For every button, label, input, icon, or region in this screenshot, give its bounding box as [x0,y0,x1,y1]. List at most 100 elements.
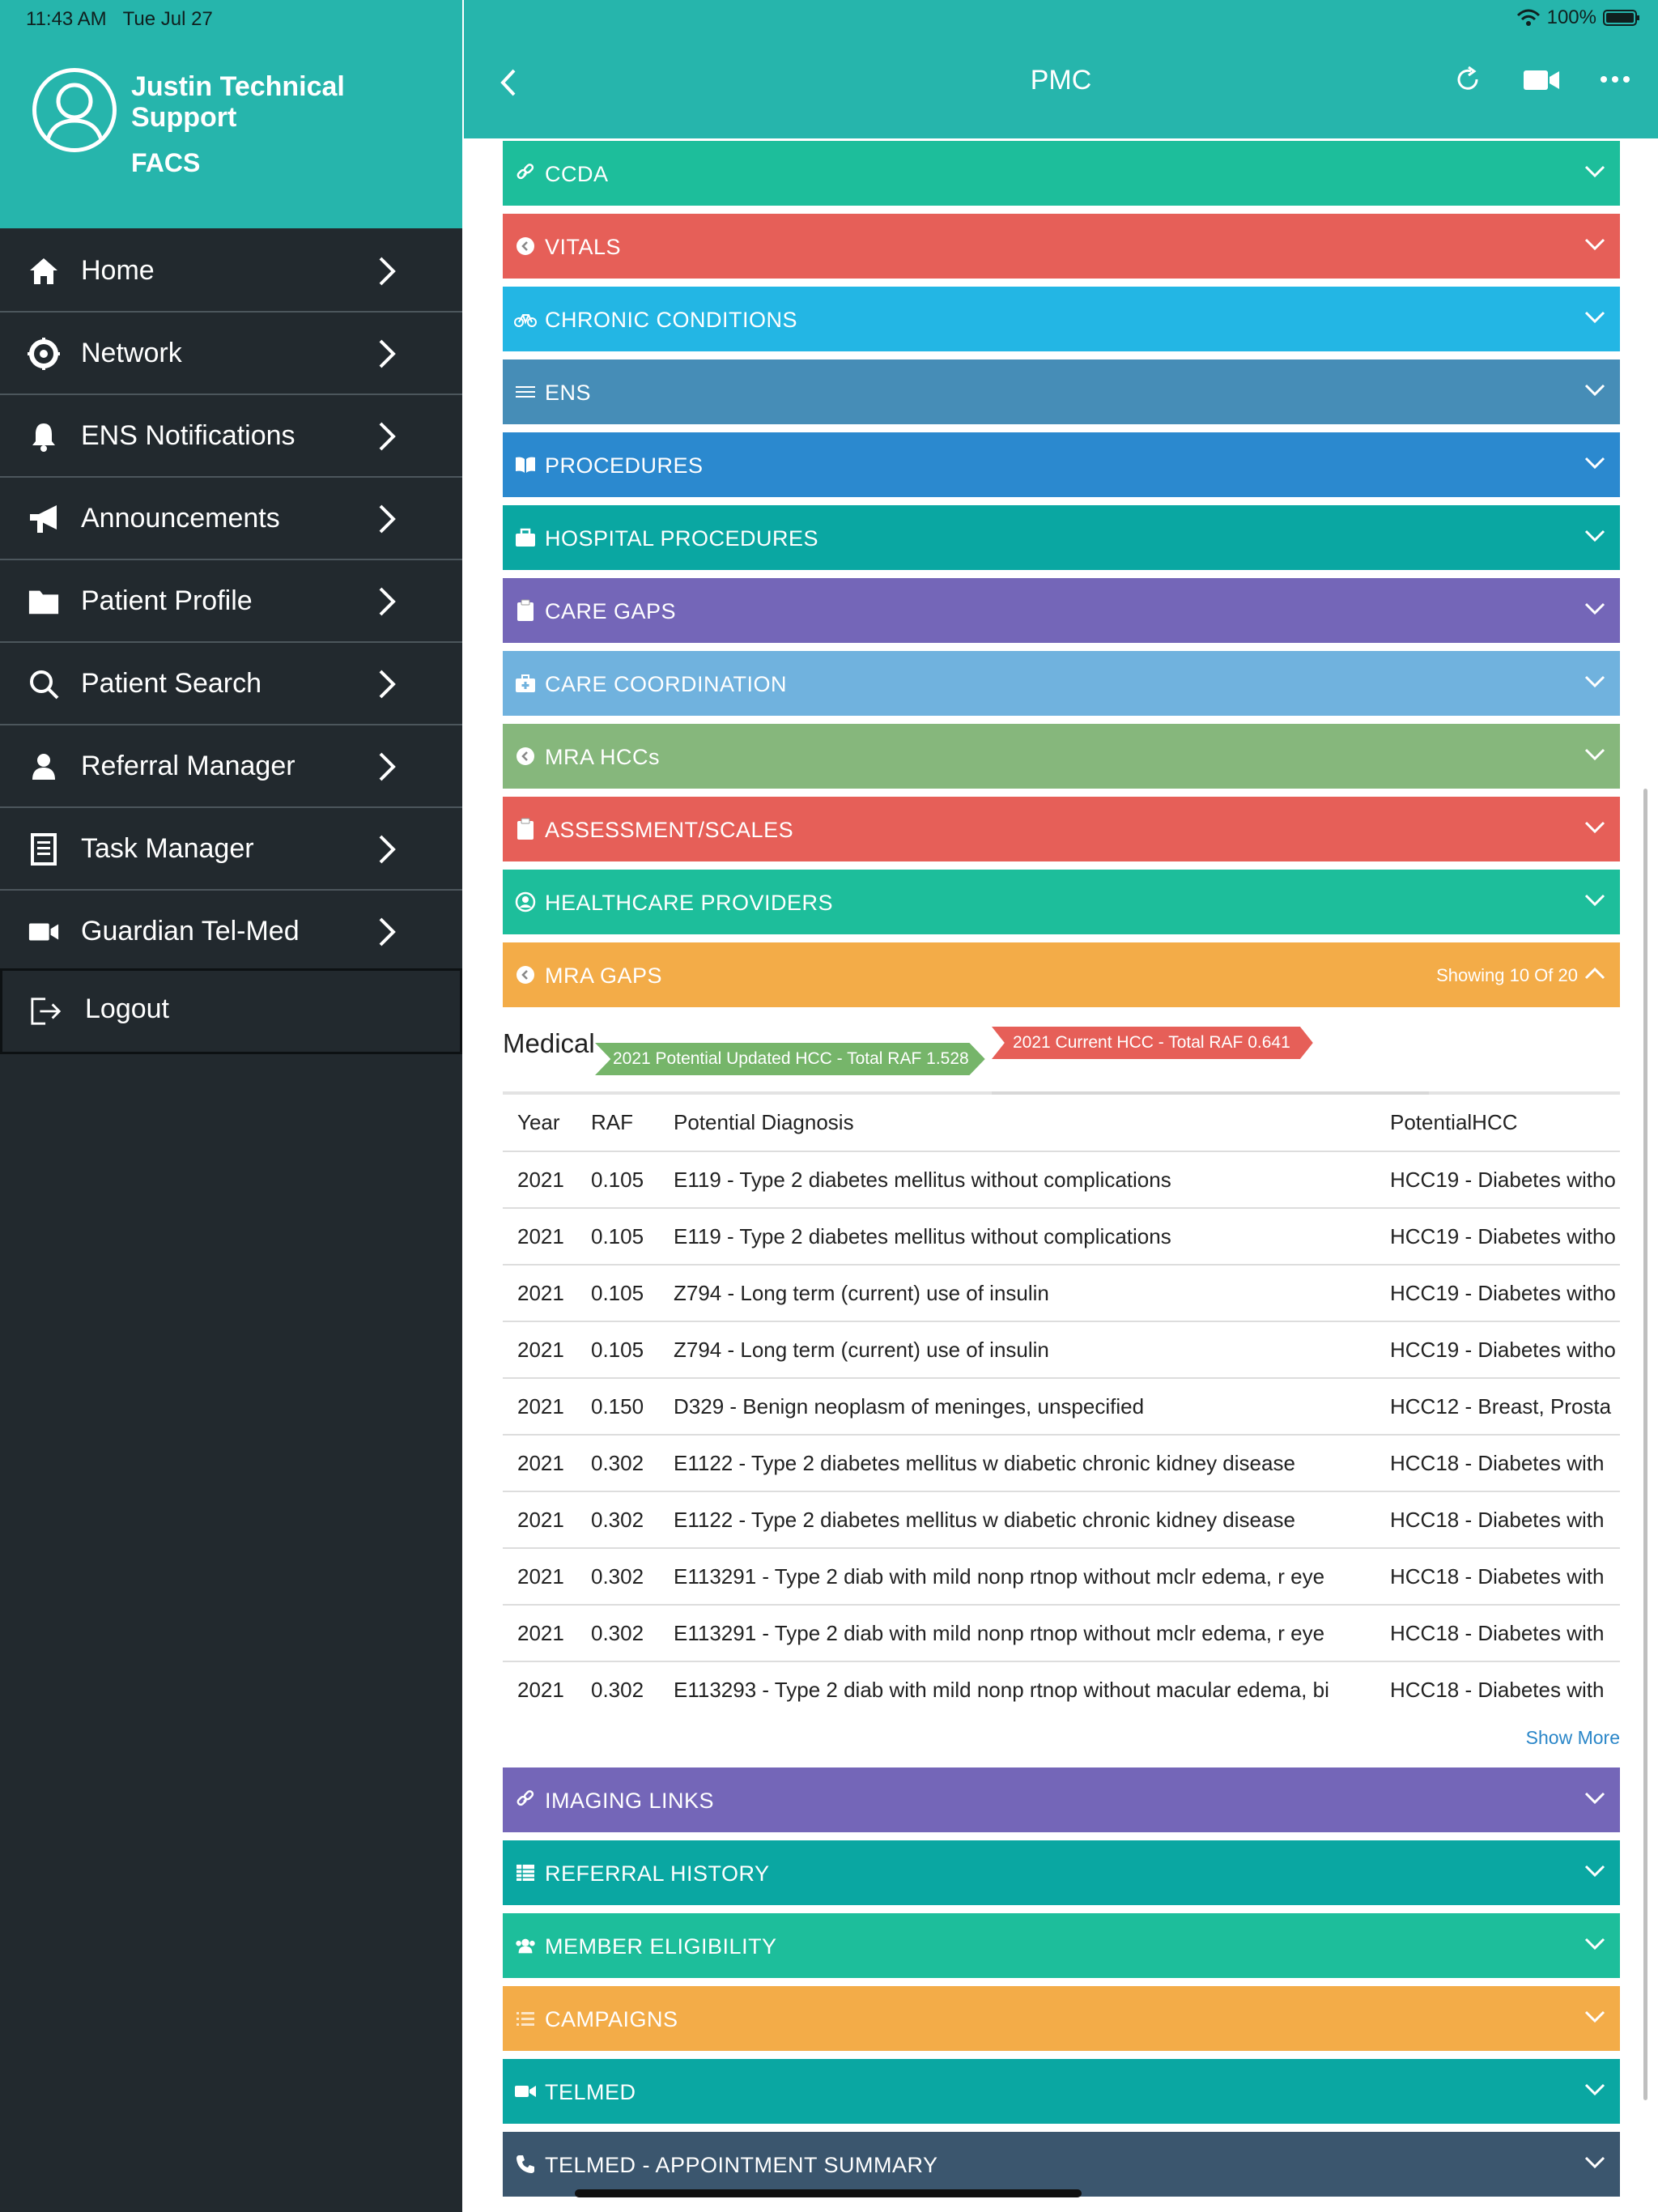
section-imaging-links[interactable]: IMAGING LINKS [503,1767,1620,1832]
column-header: Year [503,1095,576,1152]
status-time: 11:43 AM Tue Jul 27 [26,8,213,31]
column-header: PotentialHCC [1375,1095,1620,1152]
sidebar-item-referral-manager[interactable]: Referral Manager [0,725,462,808]
logout-label: Logout [85,993,169,1024]
sidebar-item-guardian-tel-med[interactable]: Guardian Tel-Med [0,891,462,973]
wifi-icon [1516,9,1540,26]
chevron-up-icon[interactable] [1584,967,1605,980]
section-vitals[interactable]: VITALS [503,214,1620,279]
chevron-down-icon[interactable] [1584,2010,1605,2023]
phone-icon [514,2153,537,2176]
column-header: RAF [576,1095,659,1152]
home-indicator[interactable] [575,2189,1082,2197]
chevron-down-icon[interactable] [1584,748,1605,761]
bicycle-icon [514,308,537,330]
table-row: 2021 0.105 E119 - Type 2 diabetes mellitus… [503,1208,1620,1266]
circle-arrow-icon [514,235,537,257]
table-row: 2021 0.302 E113291 - Type 2 diab with mild… [503,1605,1620,1662]
table-icon [514,1861,537,1884]
video-call-icon[interactable] [1523,68,1560,92]
avatar[interactable] [32,68,117,152]
section-chronic-conditions[interactable]: CHRONIC CONDITIONS [503,287,1620,351]
list-icon [514,2007,537,2030]
section-care-coordination[interactable]: CARE COORDINATION [503,651,1620,716]
mra-gaps-table: Year RAF Potential Diagnosis PotentialHC… [503,1095,1620,1718]
chevron-down-icon[interactable] [1584,675,1605,688]
table-cell: Z794 - Long term (current) use of insuli… [659,1321,1375,1379]
table-row: 2021 0.302 E113291 - Type 2 diab with mild… [503,1548,1620,1606]
chevron-down-icon[interactable] [1584,894,1605,907]
chevron-down-icon[interactable] [1584,530,1605,542]
chevron-down-icon[interactable] [1584,457,1605,470]
section-member-eligibility[interactable]: MEMBER ELIGIBILITY [503,1913,1620,1978]
section-label: MRA HCCs [545,745,661,769]
sidebar-item-network[interactable]: Network [0,313,462,395]
column-header: Potential Diagnosis [659,1095,1375,1152]
logout-button[interactable]: Logout [0,968,462,1054]
sidebar-menu: Home Network ENS Notifications Announcem… [0,230,462,973]
chevron-down-icon[interactable] [1584,165,1605,178]
sidebar-item-patient-profile[interactable]: Patient Profile [0,560,462,643]
section-ccda[interactable]: CCDA [503,141,1620,206]
sidebar-header: 11:43 AM Tue Jul 27 Justin Technical Sup… [0,0,462,228]
section-assessment-scales[interactable]: ASSESSMENT/SCALES [503,797,1620,861]
chevron-down-icon[interactable] [1584,1938,1605,1950]
chevron-down-icon[interactable] [1584,1865,1605,1878]
sidebar-item-ens-notifications[interactable]: ENS Notifications [0,395,462,478]
chevron-down-icon[interactable] [1584,311,1605,324]
section-campaigns[interactable]: CAMPAIGNS [503,1986,1620,2051]
chevron-down-icon[interactable] [1584,602,1605,615]
briefcase-icon [514,526,537,549]
section-ens[interactable]: ENS [503,359,1620,424]
menu-lines-icon [514,381,537,403]
list-icon [28,833,60,866]
table-header-row: Year RAF Potential Diagnosis PotentialHC… [503,1095,1620,1152]
section-procedures[interactable]: PROCEDURES [503,432,1620,497]
back-chevron-icon[interactable] [498,68,519,97]
sidebar-item-home[interactable]: Home [0,230,462,313]
section-mra-hccs[interactable]: MRA HCCs [503,724,1620,789]
scrollbar[interactable] [1643,789,1647,2100]
table-body: 2021 0.105 E119 - Type 2 diabetes mellitus… [503,1151,1620,1718]
table-cell: 0.302 [576,1491,659,1549]
section-label: CARE GAPS [545,599,677,623]
chevron-down-icon[interactable] [1584,821,1605,834]
section-referral-history[interactable]: REFERRAL HISTORY [503,1840,1620,1905]
chevron-down-icon[interactable] [1584,2083,1605,2096]
table-cell: 0.150 [576,1378,659,1436]
table-cell: 2021 [503,1491,576,1549]
section-label: REFERRAL HISTORY [545,1861,770,1886]
more-options-icon[interactable] [1599,74,1631,84]
chevron-down-icon[interactable] [1584,384,1605,397]
section-telmed-appointment-summary[interactable]: TELMED - APPOINTMENT SUMMARY [503,2132,1620,2197]
top-nav-bar: 100% PMC [464,0,1658,138]
refresh-icon[interactable] [1453,65,1482,94]
sidebar-item-announcements[interactable]: Announcements [0,478,462,560]
chevron-right-icon [379,917,396,946]
network-icon [28,338,60,370]
section-hospital-procedures[interactable]: HOSPITAL PROCEDURES [503,505,1620,570]
section-healthcare-providers[interactable]: HEALTHCARE PROVIDERS [503,870,1620,934]
chevron-down-icon[interactable] [1584,1792,1605,1805]
sidebar-item-patient-search[interactable]: Patient Search [0,643,462,725]
table-row: 2021 0.302 E1122 - Type 2 diabetes mellitu… [503,1435,1620,1492]
chevron-down-icon[interactable] [1584,2156,1605,2169]
sidebar-item-task-manager[interactable]: Task Manager [0,808,462,891]
table-cell: 0.302 [591,1678,644,1702]
table-cell: HCC19 - Diabetes witho [1375,1151,1620,1209]
user-silhouette-icon [44,83,105,148]
table-cell: 2021 [503,1321,576,1379]
table-row: 2021 0.105 Z794 - Long term (current) use … [503,1265,1620,1322]
section-label: HEALTHCARE PROVIDERS [545,891,834,915]
chevron-down-icon[interactable] [1584,238,1605,251]
table-cell: 2021 [517,1678,564,1702]
section-care-gaps[interactable]: CARE GAPS [503,578,1620,643]
section-label: CARE COORDINATION [545,672,788,696]
section-mra-gaps[interactable]: MRA GAPS Showing 10 Of 20 [503,942,1620,1007]
tag-divider-current [992,1091,1429,1095]
clipboard-icon [514,818,537,840]
section-label: CCDA [545,162,609,186]
sidebar-item-label: Patient Profile [81,585,253,616]
show-more-link[interactable]: Show More [1525,1727,1620,1748]
section-telmed[interactable]: TELMED [503,2059,1620,2124]
